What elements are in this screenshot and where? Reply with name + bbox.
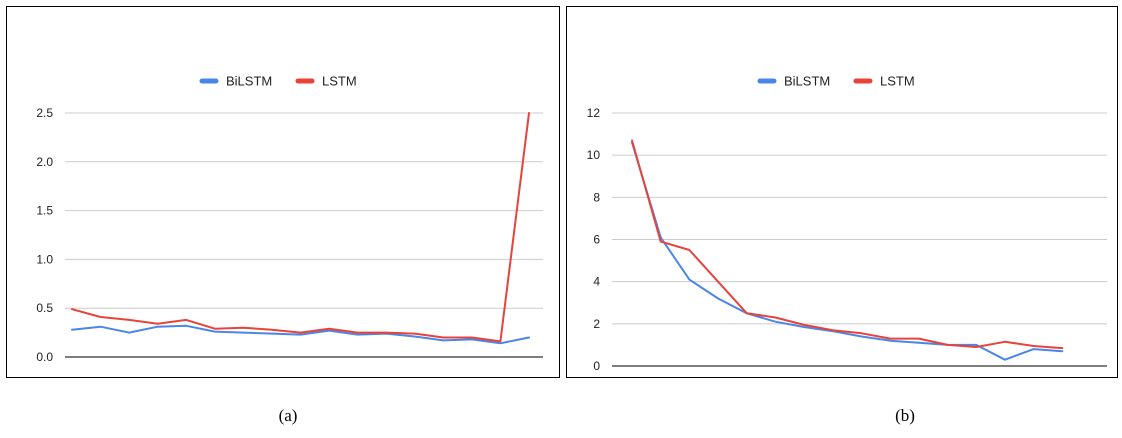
chart-b-y-tick-label: 0 <box>593 359 600 373</box>
chart-a-y-tick-label: 1.0 <box>36 252 53 266</box>
chart-a-legend-label-bilstm: BiLSTM <box>226 74 272 89</box>
chart-a-legend-label-lstm: LSTM <box>322 74 357 89</box>
chart-b-y-tick-label: 2 <box>593 317 600 331</box>
caption-b: (b) <box>895 406 915 425</box>
chart-a-series-lstm-line <box>71 112 530 343</box>
chart-b-y-tick-label: 6 <box>593 233 600 247</box>
caption-a: (a) <box>278 406 298 425</box>
chart-a-y-tick-label: 1.5 <box>36 204 53 218</box>
chart-b-series-bilstm-line <box>631 141 1064 361</box>
chart-a-y-tick-label: 0.0 <box>36 350 53 364</box>
chart-b-svg: 0 2 4 6 8 10 12 BiLSTM LSTM <box>587 74 1107 373</box>
chart-b-y-tick-label: 12 <box>587 106 601 120</box>
chart-panel-b: 0 2 4 6 8 10 12 BiLSTM LSTM <box>566 6 1118 378</box>
chart-b-y-tick-label: 8 <box>593 190 600 204</box>
chart-b-legend-label-lstm: LSTM <box>880 74 915 89</box>
chart-a-y-tick-label: 2.0 <box>36 155 53 169</box>
chart-a-y-tick-label: 0.5 <box>36 301 53 315</box>
chart-a-svg: 0.0 0.5 1.0 1.5 2.0 2.5 BiLSTM LSTM <box>36 74 543 364</box>
chart-b-series-lstm-line <box>631 139 1064 350</box>
chart-a-series-bilstm-line <box>71 324 530 345</box>
chart-b-y-tick-label: 10 <box>587 148 601 162</box>
chart-b-y-tick-label: 4 <box>593 275 600 289</box>
chart-panel-a: 0.0 0.5 1.0 1.5 2.0 2.5 BiLSTM LSTM <box>6 6 560 378</box>
chart-b-legend-label-bilstm: BiLSTM <box>784 74 830 89</box>
chart-a-y-tick-label: 2.5 <box>36 106 53 120</box>
